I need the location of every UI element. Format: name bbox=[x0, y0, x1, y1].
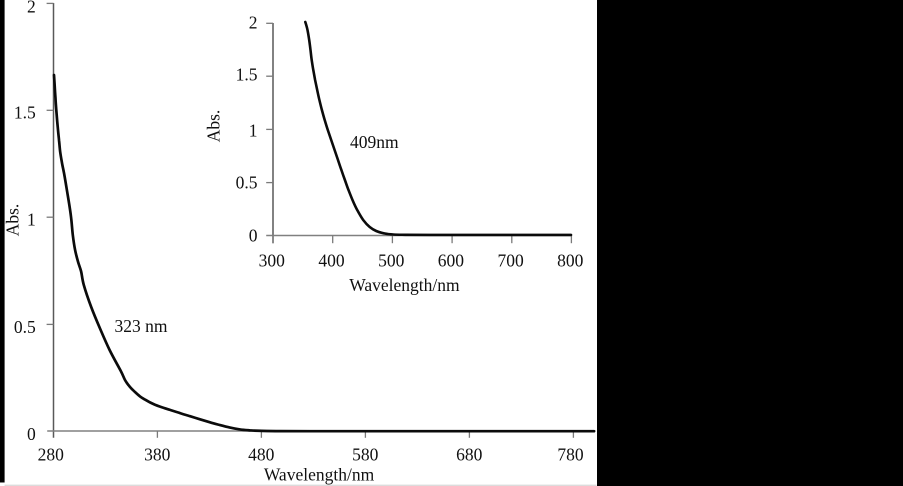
svg-text:1: 1 bbox=[27, 210, 36, 230]
svg-text:800: 800 bbox=[557, 251, 584, 271]
svg-text:1.5: 1.5 bbox=[14, 103, 36, 123]
svg-text:Wavelength/nm: Wavelength/nm bbox=[349, 275, 460, 295]
svg-text:500: 500 bbox=[378, 251, 405, 271]
svg-text:380: 380 bbox=[144, 445, 171, 465]
svg-text:680: 680 bbox=[456, 445, 483, 465]
svg-text:2: 2 bbox=[249, 13, 258, 33]
svg-text:0.5: 0.5 bbox=[236, 173, 258, 193]
svg-text:Abs.: Abs. bbox=[203, 110, 223, 143]
svg-text:300: 300 bbox=[259, 251, 286, 271]
svg-text:0: 0 bbox=[249, 225, 258, 245]
svg-text:400: 400 bbox=[318, 251, 345, 271]
svg-text:480: 480 bbox=[248, 445, 275, 465]
svg-text:1: 1 bbox=[249, 121, 258, 141]
svg-text:280: 280 bbox=[38, 445, 65, 465]
svg-text:0.5: 0.5 bbox=[14, 317, 36, 337]
svg-text:700: 700 bbox=[497, 251, 524, 271]
svg-text:323 nm: 323 nm bbox=[115, 316, 168, 336]
svg-text:600: 600 bbox=[438, 251, 465, 271]
svg-text:Wavelength/nm: Wavelength/nm bbox=[264, 465, 375, 485]
svg-text:2: 2 bbox=[27, 0, 36, 17]
svg-text:1.5: 1.5 bbox=[236, 65, 258, 85]
svg-text:780: 780 bbox=[557, 445, 584, 465]
svg-text:Abs.: Abs. bbox=[3, 204, 23, 237]
svg-text:580: 580 bbox=[352, 445, 379, 465]
svg-text:409nm: 409nm bbox=[350, 132, 399, 152]
svg-text:0: 0 bbox=[27, 424, 36, 444]
